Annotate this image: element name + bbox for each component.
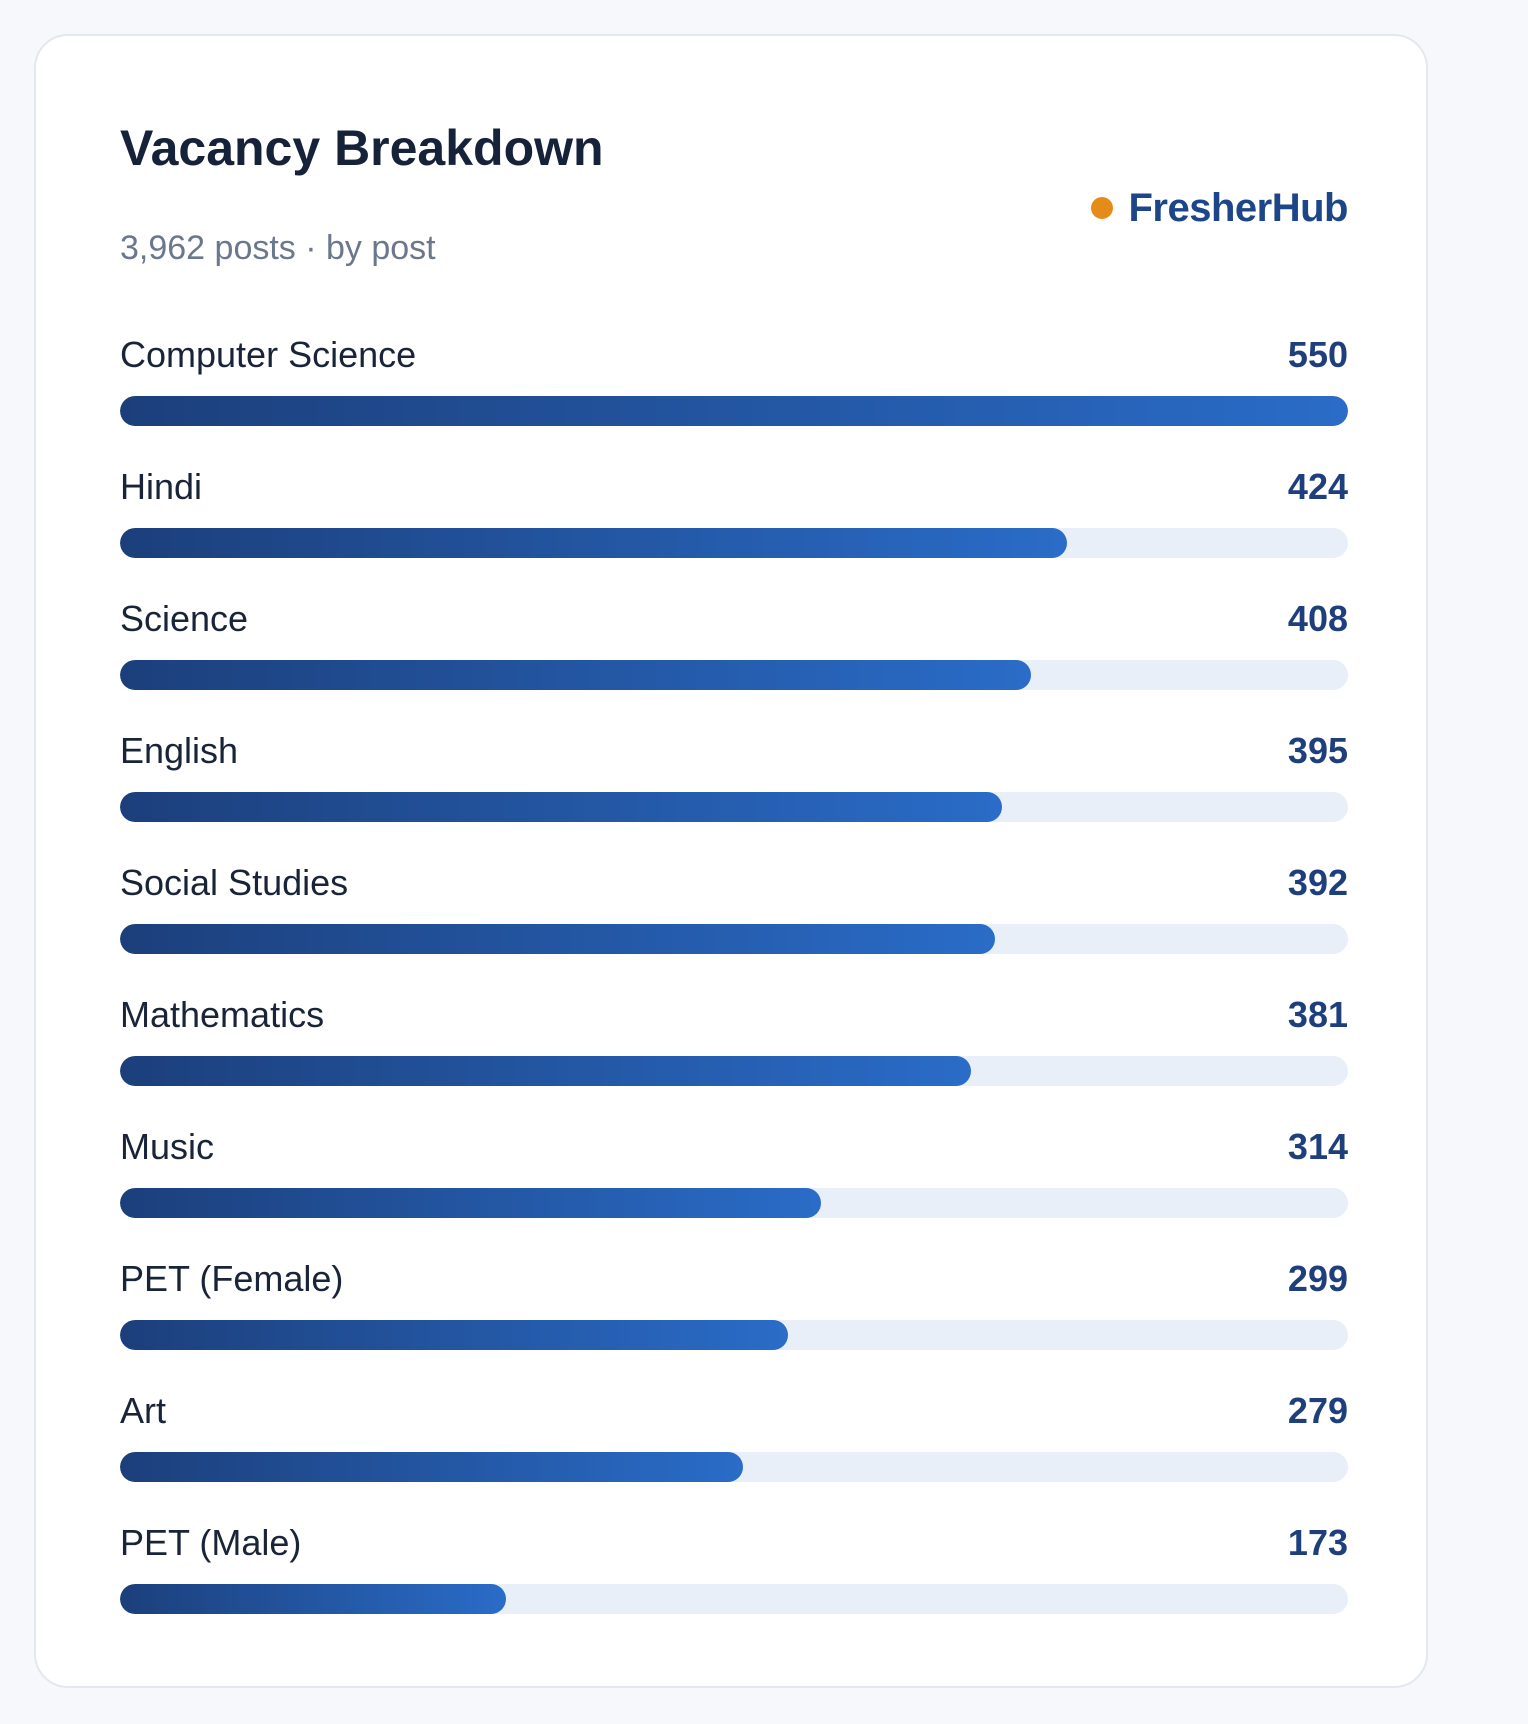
bar (120, 924, 996, 954)
bar-label: Music (120, 1126, 215, 1167)
bar-label: Art (120, 1390, 167, 1431)
vacancy-breakdown-card: Vacancy Breakdown 3,962 posts · by post … (34, 34, 1428, 1688)
bar-row: Art 279 (120, 1354, 1348, 1486)
bar-row: Computer Science 550 (120, 298, 1348, 430)
bar-value-label: 408 (1287, 598, 1348, 639)
bar-label: PET (Female) (120, 1258, 344, 1299)
brand-name: FresherHub (1128, 186, 1349, 230)
bar-track (120, 396, 1348, 426)
brand-dot-icon (1090, 197, 1113, 219)
bar-track (120, 1320, 1348, 1350)
bar-track (120, 792, 1348, 822)
bar-row: English 395 (120, 694, 1348, 826)
bar (120, 1188, 822, 1218)
bar-track (120, 1452, 1348, 1482)
bar-track (120, 924, 1348, 954)
bar-row: PET (Male) 173 (120, 1486, 1348, 1618)
bar-value-label: 424 (1287, 466, 1348, 507)
chart-header: Vacancy Breakdown 3,962 posts · by post … (120, 118, 1348, 268)
bar (120, 1584, 507, 1614)
bar-row: Music 314 (120, 1090, 1348, 1222)
bar (120, 1056, 971, 1086)
bar-track (120, 528, 1348, 558)
bar-label: Computer Science (120, 334, 417, 375)
bar-track (120, 660, 1348, 690)
bar-value-label: 392 (1287, 862, 1348, 903)
bar (120, 1452, 743, 1482)
bar-value-label: 299 (1287, 1258, 1348, 1299)
brand-badge: FresherHub (1090, 186, 1349, 230)
bar-track (120, 1188, 1348, 1218)
bar-row: Social Studies 392 (120, 826, 1348, 958)
bar (120, 528, 1067, 558)
bar (120, 1320, 788, 1350)
bar-track (120, 1056, 1348, 1086)
bar-row: Science 408 (120, 562, 1348, 694)
bar-value-label: 395 (1287, 730, 1348, 771)
bar-track (120, 1584, 1348, 1614)
bar-row: Mathematics 381 (120, 958, 1348, 1090)
bar-label: English (120, 730, 239, 771)
vacancy-bar-chart: Computer Science 550 Hindi 424 Science 408 Eng… (120, 298, 1348, 1618)
chart-subtitle: 3,962 posts · by post (120, 229, 436, 267)
chart-title: Vacancy Breakdown (120, 120, 604, 176)
bar (120, 660, 1031, 690)
bar-label: PET (Male) (120, 1522, 302, 1563)
bar-label: Science (120, 598, 249, 639)
bar-label: Social Studies (120, 862, 349, 903)
bar-row: PET (Female) 299 (120, 1222, 1348, 1354)
bar-value-label: 173 (1287, 1522, 1348, 1563)
bar-label: Hindi (120, 466, 203, 507)
bar (120, 396, 1348, 426)
bar-label: Mathematics (120, 994, 325, 1035)
bar-value-label: 550 (1287, 334, 1348, 375)
bar-row: Hindi 424 (120, 430, 1348, 562)
bar-value-label: 381 (1287, 994, 1348, 1035)
bar (120, 792, 1002, 822)
bar-value-label: 279 (1287, 1390, 1348, 1431)
bar-value-label: 314 (1287, 1126, 1348, 1167)
